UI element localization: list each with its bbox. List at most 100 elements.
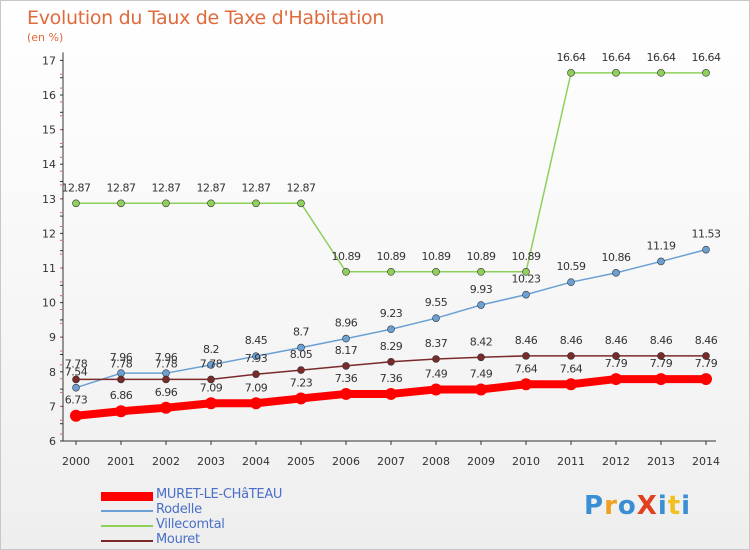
data-label: 12.87	[107, 181, 136, 194]
data-point	[430, 383, 442, 396]
legend-swatch-villecomtal	[101, 525, 153, 527]
data-label: 8.46	[560, 334, 583, 347]
data-label: 7.79	[695, 357, 718, 370]
data-point	[657, 257, 665, 266]
data-label: 7.78	[155, 357, 178, 370]
data-label: 12.87	[197, 181, 226, 194]
data-label: 7.93	[245, 352, 268, 365]
x-tick-label: 2011	[557, 455, 585, 468]
data-label: 10.89	[377, 250, 406, 263]
data-point	[432, 268, 440, 276]
data-point	[250, 397, 262, 410]
logo-letter: i	[657, 491, 668, 521]
data-label: 7.64	[515, 362, 538, 375]
data-point	[387, 357, 395, 366]
proxiti-logo: ProXiti	[584, 491, 691, 521]
series-line-villecomtal	[76, 72, 706, 273]
legend-swatch-muret	[101, 492, 153, 501]
x-tick-label: 2001	[107, 455, 135, 468]
data-point	[657, 352, 665, 360]
data-point	[657, 69, 665, 77]
data-label: 12.87	[242, 181, 271, 194]
data-label: 8.7	[293, 326, 309, 339]
data-point	[610, 373, 622, 386]
data-label: 7.96	[155, 351, 178, 364]
data-label: 8.29	[380, 340, 403, 353]
data-label: 7.79	[650, 357, 673, 370]
data-point	[340, 387, 352, 400]
x-tick-label: 2006	[332, 455, 360, 468]
data-label: 7.78	[200, 357, 223, 370]
data-label: 8.96	[335, 317, 358, 330]
legend-label-rodelle: Rodelle	[156, 502, 202, 517]
data-label: 8.05	[290, 348, 313, 361]
data-label: 8.2	[203, 343, 219, 356]
legend-swatch-mouret	[101, 540, 153, 542]
data-label: 11.19	[647, 239, 676, 252]
data-label: 8.46	[515, 334, 538, 347]
x-tick-label: 2005	[287, 455, 315, 468]
logo-letter: o	[617, 491, 637, 521]
logo-letter: P	[584, 491, 605, 521]
data-point	[162, 199, 170, 208]
chart-subtitle: (en %)	[27, 31, 64, 44]
x-tick-label: 2007	[377, 455, 405, 468]
y-tick-label: 7	[49, 400, 56, 413]
data-label: 7.09	[200, 381, 223, 394]
y-tick-label: 15	[42, 124, 56, 137]
data-point	[297, 366, 305, 374]
x-tick-label: 2008	[422, 455, 450, 468]
data-label: 7.49	[470, 367, 493, 380]
data-label: 12.87	[152, 181, 181, 194]
data-label: 8.46	[650, 334, 673, 347]
data-point	[612, 269, 620, 277]
y-tick-label: 10	[42, 297, 56, 310]
data-label: 8.46	[695, 334, 718, 347]
data-label: 10.86	[602, 251, 631, 264]
data-label: 7.64	[560, 362, 583, 375]
y-tick-label: 17	[42, 54, 56, 67]
data-point	[655, 373, 667, 386]
x-tick-label: 2002	[152, 455, 180, 468]
data-point	[70, 409, 82, 422]
data-point	[567, 278, 575, 286]
data-label: 16.64	[647, 51, 676, 64]
data-point	[565, 378, 577, 391]
y-tick-label: 8	[49, 366, 56, 379]
logo-letter: i	[681, 491, 692, 521]
data-point	[252, 352, 260, 361]
data-point	[612, 69, 620, 77]
data-label: 16.64	[602, 51, 631, 64]
data-point	[162, 375, 170, 384]
data-label: 7.79	[605, 357, 628, 370]
data-label: 10.89	[512, 250, 541, 263]
data-point	[117, 375, 125, 384]
data-label: 16.64	[692, 51, 721, 64]
legend-label-villecomtal: Villecomtal	[156, 517, 225, 532]
legend-swatch-rodelle	[101, 510, 153, 512]
data-label: 7.78	[65, 357, 88, 370]
data-point	[342, 268, 350, 276]
data-point	[475, 383, 487, 396]
data-label: 7.36	[335, 372, 358, 385]
data-label: 10.89	[422, 250, 451, 263]
data-point	[477, 301, 485, 309]
data-label: 8.42	[470, 335, 493, 348]
y-tick-label: 12	[42, 227, 56, 240]
data-point	[342, 362, 350, 370]
y-tick-label: 13	[42, 193, 56, 206]
data-point	[207, 361, 215, 369]
data-point	[522, 268, 530, 276]
data-label: 7.23	[290, 376, 313, 389]
data-label: 6.86	[110, 389, 133, 402]
data-label: 7.96	[110, 351, 133, 364]
data-point	[207, 375, 215, 384]
data-point	[297, 343, 305, 352]
data-point	[700, 373, 712, 386]
data-point	[702, 69, 710, 77]
y-tick-label: 14	[42, 158, 56, 171]
data-point	[612, 352, 620, 360]
x-tick-label: 2014	[692, 455, 720, 468]
